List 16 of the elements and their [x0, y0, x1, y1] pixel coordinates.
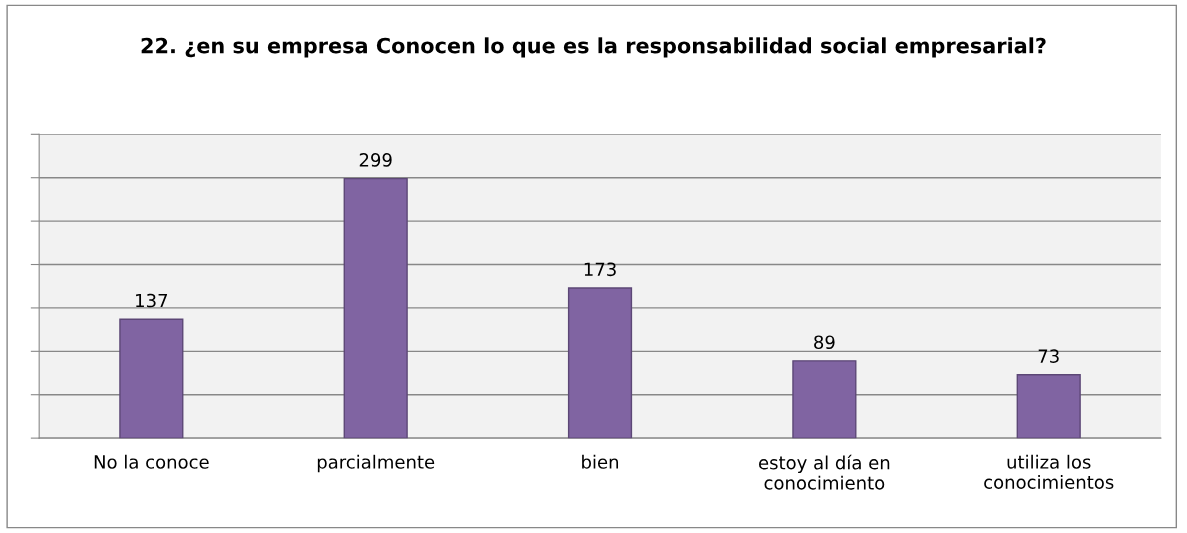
bar — [1016, 374, 1081, 439]
x-tick-label: utiliza los conocimientos — [984, 454, 1114, 489]
bar — [567, 287, 633, 439]
bar — [343, 177, 408, 439]
data-label: 173 — [584, 262, 616, 277]
bar — [119, 318, 184, 439]
data-label: 137 — [136, 293, 168, 308]
data-label: 73 — [1038, 349, 1059, 363]
chart-title: 22. ¿en su empresa Conocen lo que es la responsabilidad social empresarial? — [141, 37, 1046, 58]
x-tick-label: parcialmente — [317, 454, 435, 473]
data-label: 299 — [359, 153, 392, 167]
bar — [792, 360, 857, 439]
x-tick-label: bien — [582, 454, 619, 469]
data-label: 89 — [814, 335, 835, 350]
x-tick-label: No la conoce — [94, 454, 209, 469]
x-tick-label: estoy al día en conocimiento — [759, 454, 890, 490]
